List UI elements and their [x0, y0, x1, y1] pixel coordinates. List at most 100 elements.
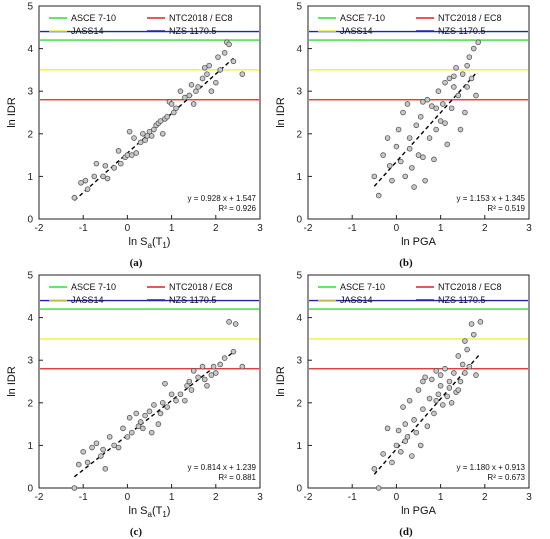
data-point — [409, 165, 415, 171]
data-point — [140, 425, 146, 432]
legend-label: JASS14 — [71, 26, 104, 36]
data-point — [426, 395, 433, 402]
plot-frame — [38, 274, 261, 489]
data-point — [433, 105, 439, 112]
data-point — [217, 361, 224, 368]
data-point — [426, 135, 433, 141]
r-squared: R² = 0.926 — [218, 204, 256, 213]
data-point — [102, 162, 109, 169]
data-point — [433, 397, 439, 404]
data-point — [124, 434, 131, 440]
legend-label: JASS14 — [340, 26, 373, 36]
data-point — [137, 419, 144, 425]
y-tick-label: 0 — [296, 215, 302, 226]
x-tick-label: -2 — [35, 223, 44, 234]
data-point — [93, 160, 100, 167]
data-point — [404, 434, 411, 440]
data-point — [195, 374, 201, 381]
data-point — [177, 88, 184, 94]
x-tick-label: -2 — [35, 492, 44, 503]
data-point — [420, 378, 426, 385]
data-point — [71, 485, 78, 491]
data-point — [98, 453, 104, 459]
data-point — [437, 382, 444, 389]
data-point — [384, 425, 391, 432]
x-axis-label: ln PGA — [401, 505, 437, 517]
data-point — [171, 109, 177, 116]
data-point — [221, 355, 228, 361]
x-tick-label: 3 — [526, 492, 532, 503]
data-point — [393, 143, 400, 150]
y-tick-label: 1 — [27, 441, 33, 452]
data-point — [199, 363, 206, 370]
data-point — [80, 448, 86, 455]
data-point — [173, 397, 179, 404]
data-point — [462, 370, 468, 376]
x-tick-label: 0 — [394, 223, 400, 234]
x-axis-label-part: a — [148, 241, 153, 250]
x-tick-label: 1 — [169, 492, 175, 503]
data-point — [433, 126, 439, 133]
data-point — [135, 423, 142, 430]
y-tick-label: 2 — [27, 129, 33, 140]
regression-line — [73, 351, 234, 478]
x-tick-label: 2 — [213, 492, 219, 503]
data-point — [462, 109, 468, 116]
data-point — [129, 152, 135, 158]
data-point — [182, 94, 188, 101]
x-tick-label: 3 — [257, 492, 263, 503]
data-point — [75, 461, 82, 468]
data-point — [393, 442, 400, 449]
data-point — [201, 64, 208, 71]
data-point — [375, 485, 382, 491]
data-point — [213, 79, 219, 86]
data-point — [428, 103, 435, 109]
data-point — [395, 126, 402, 133]
y-axis-label: ln IDR — [6, 366, 18, 397]
x-tick-label: 3 — [526, 223, 532, 234]
data-point — [226, 319, 232, 325]
data-point — [115, 444, 122, 451]
data-point — [475, 39, 481, 46]
x-axis-label-part: ln S — [129, 505, 148, 517]
data-point — [215, 54, 221, 60]
data-point — [190, 368, 197, 374]
plot-frame — [307, 5, 530, 220]
x-tick-label: 1 — [438, 492, 444, 503]
data-point — [146, 408, 153, 415]
data-point — [173, 105, 179, 112]
data-point — [455, 92, 462, 99]
x-axis-label-part: ) — [167, 236, 171, 248]
data-point — [466, 363, 473, 370]
x-tick-label: 0 — [394, 492, 400, 503]
data-point — [199, 75, 206, 82]
legend-label: NTC2018 / EC8 — [169, 13, 233, 23]
legend-label: JASS14 — [71, 295, 104, 305]
data-point — [459, 361, 466, 368]
data-point — [389, 459, 395, 466]
data-point — [415, 387, 422, 393]
data-point — [384, 135, 391, 141]
y-tick-label: 4 — [296, 313, 302, 324]
data-point — [413, 429, 420, 436]
data-point — [400, 109, 406, 116]
r-squared: R² = 0.881 — [218, 473, 256, 482]
data-point — [468, 321, 475, 327]
data-point — [100, 173, 106, 180]
data-point — [470, 45, 477, 52]
data-point — [201, 376, 208, 383]
data-point — [159, 399, 166, 406]
r-squared: R² = 0.673 — [487, 473, 525, 482]
data-point — [195, 84, 201, 90]
data-point — [133, 150, 140, 156]
x-tick-label: -1 — [79, 492, 88, 503]
data-point — [451, 84, 457, 90]
data-point — [428, 376, 435, 383]
chart-panel-2: ASCE 7-10 NTC2018 / EC8 JASS14 NZS 1170.5 -2… — [275, 2, 532, 270]
y-tick-label: 4 — [27, 44, 33, 55]
data-point — [126, 128, 133, 135]
x-axis-label: ln Sa(T1) — [129, 505, 171, 519]
data-point — [91, 173, 98, 180]
data-point — [142, 412, 148, 419]
data-point — [431, 410, 437, 417]
